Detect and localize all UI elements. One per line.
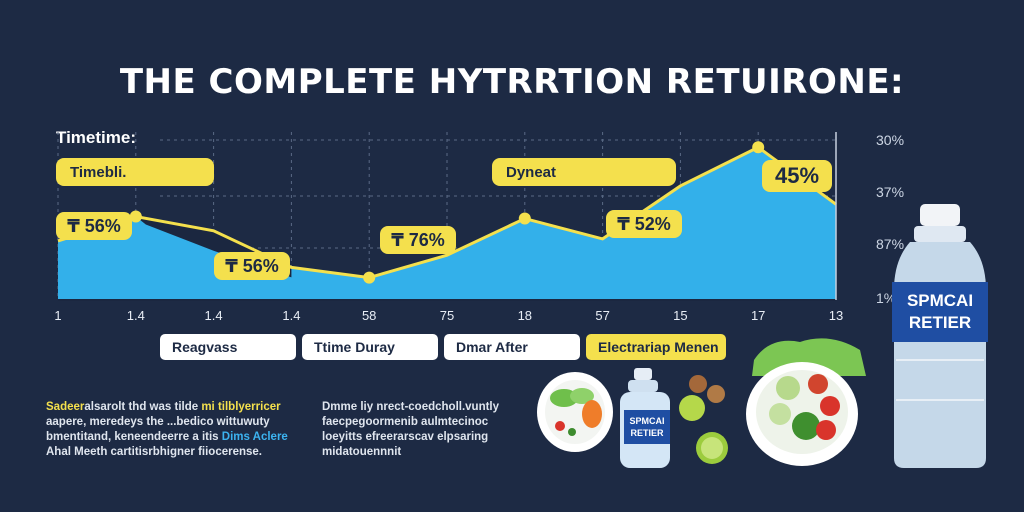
y-tick-4: 1% — [876, 290, 897, 306]
hydration-markers — [129, 141, 765, 284]
nut-icon — [689, 375, 707, 393]
lime-icon — [679, 395, 705, 421]
x-tick-label: 15 — [673, 308, 688, 323]
data-label-1: ₸ 56% — [56, 212, 132, 240]
timeline-label: Timetime: — [56, 128, 136, 147]
notes-left: Sadeeralsarolt thd was tilde mi tilblyer… — [46, 401, 288, 458]
phase-electrariap-menen: Electrariap Menen — [586, 334, 726, 360]
small-water-bottle-icon: SPMCAI RETIER — [620, 368, 670, 468]
x-tick-label: 1.4 — [204, 308, 223, 323]
x-tick-label: 1.4 — [126, 308, 145, 323]
x-tick-label: 13 — [828, 308, 844, 323]
big-salad-bowl-icon — [746, 338, 866, 466]
x-tick-label: 18 — [517, 308, 533, 323]
x-tick-label: 75 — [439, 308, 455, 323]
notes-right: Dmme liy nrect-coedcholl.vuntly faecpego… — [322, 401, 500, 458]
phase-dmar-after: Dmar After — [444, 334, 580, 360]
data-label-2: ₸ 56% — [214, 252, 290, 280]
svg-text:SPMCAI: SPMCAI — [629, 416, 664, 426]
hydration-line — [57, 145, 837, 280]
phase-time-duray: Ttime Duray — [302, 334, 438, 360]
y-tick-1: 30% — [876, 132, 905, 148]
callout-peak: Dyneat — [492, 158, 676, 186]
phase-reagvass: Reagvass — [160, 334, 296, 360]
data-label-4: ₸ 52% — [606, 210, 682, 238]
data-point-marker — [363, 271, 376, 284]
callout-start: Timebli. — [56, 158, 214, 186]
svg-text:RETIER: RETIER — [630, 428, 664, 438]
page-title: THE COMPLETE HYTRRTION RETUIRONE: — [119, 62, 905, 102]
x-tick-label: 17 — [750, 308, 766, 323]
svg-text:RETIER: RETIER — [909, 313, 971, 332]
y-tick-2: 37% — [876, 184, 905, 200]
large-water-bottle-icon: SPMCAI RETIER — [892, 204, 988, 468]
data-point-marker — [129, 210, 142, 223]
nut-icon — [707, 385, 725, 403]
data-label-5: 45% — [762, 160, 832, 192]
x-tick-label: 1 — [54, 308, 62, 323]
y-tick-3: 87% — [876, 236, 905, 252]
x-tick-label: 57 — [595, 308, 610, 323]
data-point-marker — [752, 141, 765, 154]
x-tick-label: 1.4 — [282, 308, 301, 323]
salad-plate-icon — [537, 372, 613, 452]
svg-text:SPMCAI: SPMCAI — [907, 291, 973, 310]
food-illustration: SPMCAI RETIER SPMCAI RETIER — [537, 204, 988, 468]
data-label-3: ₸ 76% — [380, 226, 456, 254]
data-point-marker — [518, 212, 531, 225]
x-tick-label: 58 — [361, 308, 377, 323]
